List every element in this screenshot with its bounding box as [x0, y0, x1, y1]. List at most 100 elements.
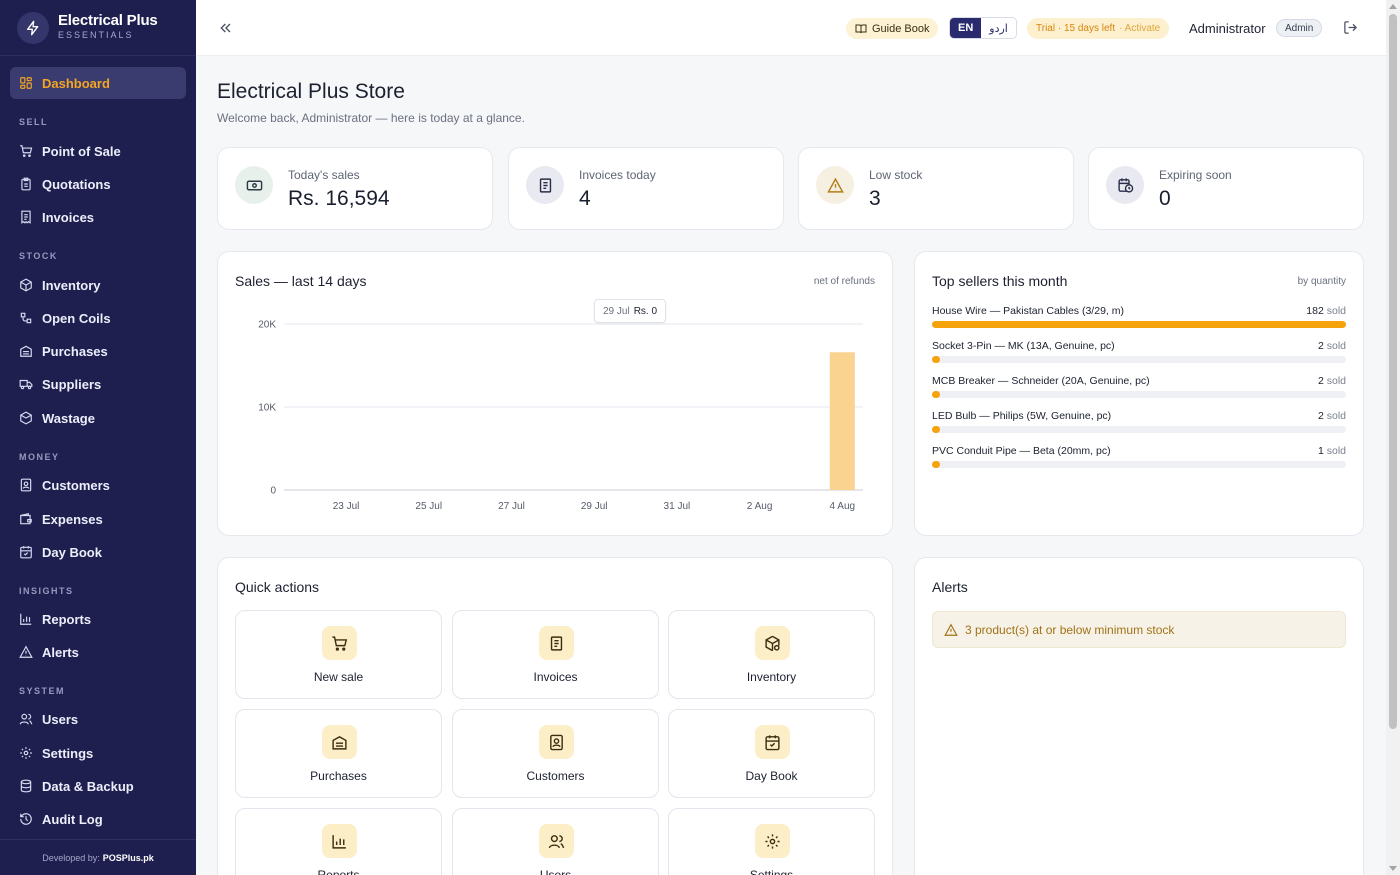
- brand[interactable]: Electrical Plus ESSENTIALS: [0, 0, 196, 56]
- credit-name[interactable]: POSPlus.pk: [102, 852, 154, 863]
- guide-book-button[interactable]: Guide Book: [846, 18, 939, 39]
- section-sell: SELL: [19, 117, 49, 127]
- quantity-bar-track: [932, 321, 1346, 328]
- sidebar-item-label: Reports: [42, 611, 92, 627]
- dashboard-icon: [20, 77, 32, 89]
- quantity-bar-track: [932, 391, 1346, 398]
- trial-text: Trial · 15 days left: [1036, 23, 1116, 34]
- sidebar-item-settings[interactable]: Settings: [10, 737, 186, 769]
- top-seller-row[interactable]: MCB Breaker — Schneider (20A, Genuine, p…: [932, 375, 1346, 405]
- quick-action-label: New sale: [313, 670, 364, 684]
- lang-ur-button[interactable]: اردو: [981, 18, 1016, 38]
- sidebar-item-alerts[interactable]: Alerts: [10, 636, 186, 668]
- sold-quantity: 182 sold: [1306, 305, 1346, 317]
- product-name: MCB Breaker — Schneider (20A, Genuine, p…: [932, 375, 1150, 387]
- brand-name: Electrical Plus: [58, 12, 158, 29]
- sidebar-item-label: Purchases: [42, 343, 108, 359]
- quick-action-invoices[interactable]: Invoices: [452, 610, 659, 699]
- trial-badge[interactable]: Trial · 15 days left · Activate: [1027, 18, 1170, 39]
- stat-card-todays-sales[interactable]: Today's sales Rs. 16,594: [217, 147, 493, 230]
- quick-action-new-sale[interactable]: New sale: [235, 610, 442, 699]
- sidebar-item-pos[interactable]: Point of Sale: [10, 135, 186, 167]
- calendar-check-icon: [20, 546, 32, 559]
- top-seller-row[interactable]: Socket 3-Pin — MK (13A, Genuine, pc) 2 so…: [932, 340, 1346, 370]
- quick-action-inventory[interactable]: Inventory: [668, 610, 875, 699]
- sidebar-item-open-coils[interactable]: Open Coils: [10, 302, 186, 334]
- page-scrollbar[interactable]: [1386, 0, 1400, 875]
- sidebar-item-customers[interactable]: Customers: [10, 469, 186, 501]
- calendar-clock-icon: [1106, 166, 1144, 204]
- quick-action-label: Day Book: [745, 769, 798, 783]
- x-tick-label: 23 Jul: [333, 501, 360, 512]
- quick-action-label: Inventory: [746, 670, 797, 684]
- sidebar-item-suppliers[interactable]: Suppliers: [10, 368, 186, 400]
- top-seller-row[interactable]: LED Bulb — Philips (5W, Genuine, pc) 2 so…: [932, 410, 1346, 440]
- quantity-bar-track: [932, 356, 1346, 363]
- sidebar-item-inventory[interactable]: Inventory: [10, 269, 186, 301]
- sidebar-item-quotations[interactable]: Quotations: [10, 168, 186, 200]
- product-name: Socket 3-Pin — MK (13A, Genuine, pc): [932, 340, 1115, 352]
- sidebar-item-dashboard[interactable]: Dashboard: [10, 67, 186, 99]
- sold-quantity: 1 sold: [1318, 445, 1346, 457]
- y-tick-label: 0: [270, 486, 276, 497]
- qty-value: 2: [1317, 340, 1324, 352]
- sales-bar[interactable]: [829, 352, 855, 490]
- bar-chart-icon: [20, 613, 32, 625]
- collapse-sidebar-icon[interactable]: [218, 20, 234, 36]
- sidebar-item-label: Invoices: [42, 209, 95, 225]
- sidebar-item-audit-log[interactable]: Audit Log: [10, 803, 186, 835]
- sidebar-item-label: Customers: [42, 477, 110, 493]
- quantity-bar-fill: [932, 426, 940, 433]
- users-icon: [539, 824, 574, 858]
- quick-action-purchases[interactable]: Purchases: [235, 709, 442, 798]
- sidebar-item-invoices[interactable]: Invoices: [10, 201, 186, 233]
- stat-card-expiring-soon[interactable]: Expiring soon 0: [1088, 147, 1364, 230]
- sidebar-item-expenses[interactable]: Expenses: [10, 503, 186, 535]
- sales-bar-chart: 0 10K 20K 23 Jul 25 Jul 27 Jul 29 Jul 31 Jul 2 A…: [258, 320, 863, 512]
- x-tick-label: 4 Aug: [830, 501, 856, 512]
- section-money: MONEY: [19, 452, 60, 462]
- warning-icon: [816, 166, 854, 204]
- scrollbar-thumb[interactable]: [1389, 14, 1397, 729]
- sidebar-item-label: Point of Sale: [42, 143, 121, 159]
- sidebar-item-label: Expenses: [42, 511, 103, 527]
- stat-value: 4: [579, 187, 591, 210]
- top-seller-row[interactable]: PVC Conduit Pipe — Beta (20mm, pc) 1 sold: [932, 445, 1346, 475]
- qty-value: 2: [1317, 375, 1324, 387]
- scroll-up-icon[interactable]: [1389, 4, 1397, 9]
- sidebar-item-label: Wastage: [42, 410, 95, 426]
- alerts-title: Alerts: [932, 579, 968, 595]
- lang-en-button[interactable]: EN: [950, 18, 982, 38]
- top-seller-row[interactable]: House Wire — Pakistan Cables (3/29, m) 18…: [932, 305, 1346, 335]
- sidebar-item-reports[interactable]: Reports: [10, 603, 186, 635]
- sidebar-item-day-book[interactable]: Day Book: [10, 536, 186, 568]
- quick-action-reports[interactable]: Reports: [235, 808, 442, 875]
- activate-link[interactable]: · Activate: [1119, 23, 1161, 34]
- history-icon: [20, 813, 32, 825]
- warning-icon: [944, 623, 958, 636]
- logout-icon[interactable]: [1343, 20, 1358, 35]
- quick-action-customers[interactable]: Customers: [452, 709, 659, 798]
- quick-action-label: Settings: [749, 868, 794, 875]
- quick-action-settings[interactable]: Settings: [668, 808, 875, 875]
- low-stock-alert[interactable]: 3 product(s) at or below minimum stock: [932, 611, 1346, 648]
- credit-prefix: Developed by:: [42, 852, 100, 863]
- sales-chart-title: Sales — last 14 days: [235, 273, 367, 289]
- sidebar-item-data-backup[interactable]: Data & Backup: [10, 770, 186, 802]
- sidebar-item-label: Users: [42, 711, 79, 727]
- package-x-icon: [20, 411, 32, 425]
- sidebar-item-wastage[interactable]: Wastage: [10, 402, 186, 434]
- sidebar-item-users[interactable]: Users: [10, 703, 186, 735]
- stat-card-low-stock[interactable]: Low stock 3: [798, 147, 1074, 230]
- quick-action-label: Customers: [526, 769, 585, 783]
- quick-action-users[interactable]: Users: [452, 808, 659, 875]
- stat-card-invoices-today[interactable]: Invoices today 4: [508, 147, 784, 230]
- sidebar-item-label: Audit Log: [42, 811, 103, 827]
- product-name: House Wire — Pakistan Cables (3/29, m): [932, 305, 1124, 317]
- x-tick-label: 31 Jul: [664, 501, 691, 512]
- quick-action-day-book[interactable]: Day Book: [668, 709, 875, 798]
- scroll-down-icon[interactable]: [1389, 866, 1397, 871]
- sidebar-item-purchases[interactable]: Purchases: [10, 335, 186, 367]
- sales-chart-note: net of refunds: [813, 276, 875, 287]
- sales-chart-card: Sales — last 14 days net of refunds: [217, 251, 893, 536]
